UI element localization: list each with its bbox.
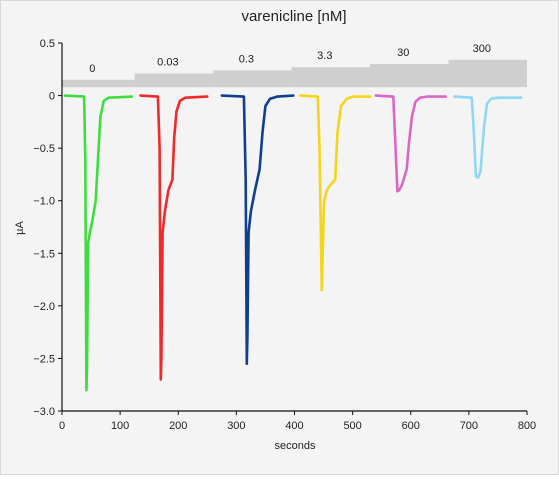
y-axis-label: µA — [14, 221, 26, 235]
y-tick-label: −2.0 — [33, 301, 55, 313]
trace-0 — [63, 94, 134, 392]
x-axis-label: seconds — [275, 440, 316, 452]
trace-2 — [220, 94, 295, 365]
concentration-label-2: 0.3 — [239, 53, 254, 65]
trace-3 — [299, 94, 372, 292]
current-traces — [63, 94, 523, 392]
y-tick-label: 0 — [49, 91, 55, 103]
y-tick-label: −0.5 — [33, 143, 55, 155]
x-tick-label: 600 — [402, 420, 420, 432]
y-tick-label: −3.0 — [33, 406, 55, 418]
trace-4 — [374, 94, 447, 193]
trace-1 — [139, 94, 209, 381]
y-tick-label: −2.5 — [33, 353, 55, 365]
x-tick-label: 300 — [227, 420, 245, 432]
y-tick-label: 0.5 — [40, 38, 55, 50]
concentration-step-1 — [134, 73, 214, 88]
chart-title: varenicline [nM] — [241, 8, 346, 25]
x-tick-label: 400 — [285, 420, 303, 432]
x-tick-label: 100 — [111, 420, 129, 432]
concentration-step-4 — [370, 64, 449, 88]
concentration-step-2 — [213, 70, 292, 88]
x-tick-label: 700 — [460, 420, 478, 432]
x-tick-label: 0 — [59, 420, 65, 432]
concentration-label-3: 3.3 — [317, 50, 332, 62]
x-tick-label: 200 — [169, 420, 187, 432]
concentration-labels: 0 0.03 0.3 3.3 30 300 — [89, 43, 491, 75]
concentration-label-1: 0.03 — [157, 56, 178, 68]
x-tick-label: 500 — [343, 420, 361, 432]
axes: 0.50−0.5−1.0−1.5−2.0−2.5−3.00 100 200 300 40… — [33, 38, 536, 432]
concentration-step-3 — [291, 67, 371, 88]
concentration-step-5 — [448, 59, 527, 88]
concentration-label-5: 300 — [473, 43, 491, 55]
concentration-label-4: 30 — [397, 47, 409, 59]
y-tick-label: −1.0 — [33, 196, 55, 208]
concentration-label-0: 0 — [89, 63, 95, 75]
concentration-step-0 — [62, 79, 135, 88]
y-tick-label: −1.5 — [33, 248, 55, 260]
concentration-steps — [62, 59, 527, 88]
trace-5 — [453, 95, 523, 179]
x-tick-label: 800 — [518, 420, 536, 432]
